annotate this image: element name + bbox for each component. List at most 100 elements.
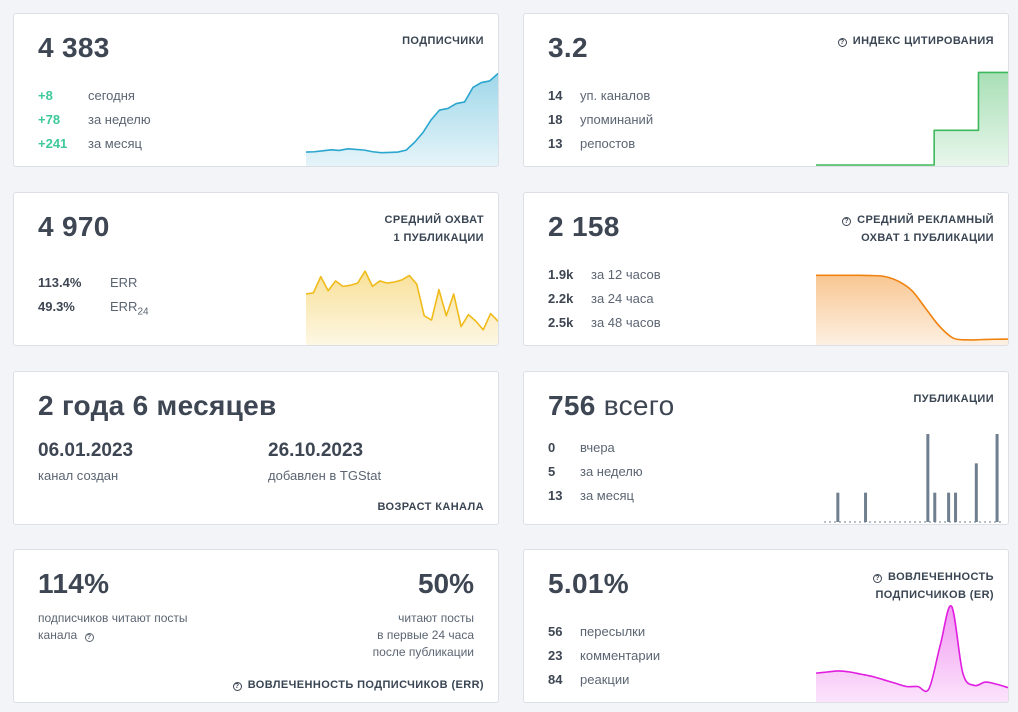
stat-row: +241 за месяц xyxy=(38,132,151,156)
stat-row: +8 сегодня xyxy=(38,84,151,108)
engagement-value: 5.01% xyxy=(548,568,629,599)
stat-value: 113.4% xyxy=(38,275,82,290)
posts-card[interactable]: 756 всего ПУБЛИКАЦИИ 0 вчера 5 за неделю 1… xyxy=(523,371,1009,525)
stat-value: 56 xyxy=(548,624,563,639)
err-left-line2: канала ? xyxy=(38,627,188,644)
age-card[interactable]: 2 года 6 месяцев 06.01.2023 канал создан… xyxy=(13,371,499,525)
stat-value: 14 xyxy=(548,88,563,103)
posts-label: ПУБЛИКАЦИИ xyxy=(913,393,994,405)
reach-series-line xyxy=(306,270,498,331)
citation-series-line xyxy=(816,71,1008,166)
stat-value: +78 xyxy=(38,112,61,127)
err-left-line1: подписчиков читают посты xyxy=(38,611,188,625)
stat-text: за месяц xyxy=(88,136,142,151)
reach-value: 4 970 xyxy=(38,211,110,242)
stat-text: репостов xyxy=(580,136,636,151)
err-right-line3: после публикации xyxy=(372,645,474,659)
stat-value: 1.9k xyxy=(548,267,574,282)
posts-bar xyxy=(995,434,999,522)
stat-text: реакции xyxy=(580,672,630,687)
stat-text: вчера xyxy=(580,440,615,455)
posts-stats: 0 вчера 5 за неделю 13 за месяц xyxy=(548,436,643,508)
created-date: 06.01.2023 xyxy=(38,440,134,461)
reach-chart xyxy=(306,270,498,345)
ad-reach-value: 2 158 xyxy=(548,211,620,242)
reach-area xyxy=(306,271,498,345)
engagement-label-line1: ? ВОВЛЕЧЕННОСТЬ xyxy=(873,568,994,586)
citation-card[interactable]: 3.2 ? ИНДЕКС ЦИТИРОВАНИЯ 14 уп. каналов 18… xyxy=(523,13,1009,167)
err-left-line2-text: канала xyxy=(38,628,78,642)
err24-sub: 24 xyxy=(137,306,149,318)
citation-stats: 14 уп. каналов 18 упоминаний 13 репостов xyxy=(548,84,653,156)
stat-value: 13 xyxy=(548,136,563,151)
question-icon[interactable]: ? xyxy=(232,682,242,691)
posts-value: 756 всего xyxy=(548,390,675,422)
stat-row: 1.9k за 12 часов xyxy=(548,263,661,287)
stat-text: комментарии xyxy=(580,648,661,663)
engagement-label-line2: ПОДПИСЧИКОВ (ER) xyxy=(875,589,994,601)
ad-reach-label-text1: СРЕДНИЙ РЕКЛАМНЫЙ xyxy=(857,214,994,226)
err-label-text: ВОВЛЕЧЕННОСТЬ ПОДПИСЧИКОВ (ERR) xyxy=(247,679,484,691)
citation-area xyxy=(816,72,1008,166)
stat-text: за 12 часов xyxy=(591,267,661,282)
subscribers-card[interactable]: 4 383 ПОДПИСЧИКИ +8 сегодня +78 за неделю … xyxy=(13,13,499,167)
stat-value: 13 xyxy=(548,488,563,503)
err24-text: ERR xyxy=(110,299,138,314)
stat-row: 113.4% ERR xyxy=(38,271,149,295)
err-right-line2: в первые 24 часа xyxy=(377,628,474,642)
stat-row: 0 вчера xyxy=(548,436,643,460)
posts-bar xyxy=(954,492,958,522)
stat-value: 23 xyxy=(548,648,563,663)
stat-value: 49.3% xyxy=(38,299,75,314)
stat-row: 5 за неделю xyxy=(548,460,643,484)
posts-bar xyxy=(864,492,868,522)
added-label: добавлен в TGStat xyxy=(268,468,382,483)
stat-row: 14 уп. каналов xyxy=(548,84,653,108)
stat-row: 13 репостов xyxy=(548,132,653,156)
ad_reach-series-line xyxy=(816,274,1008,341)
stat-value: 84 xyxy=(548,672,563,687)
ad-reach-card[interactable]: 2 158 ? СРЕДНИЙ РЕКЛАМНЫЙ ОХВАТ 1 ПУБЛИКАЦ… xyxy=(523,192,1009,346)
posts-bar xyxy=(836,492,840,522)
subscribers-series-line xyxy=(306,72,498,154)
stat-value: 18 xyxy=(548,112,563,127)
err-right-line1: читают посты xyxy=(398,611,474,625)
stat-row: 2.5k за 48 часов xyxy=(548,311,661,335)
ad-reach-label-line2: ОХВАТ 1 ПУБЛИКАЦИИ xyxy=(861,232,994,244)
question-icon[interactable]: ? xyxy=(842,217,852,226)
err-right-text: читают посты в первые 24 часа после публ… xyxy=(373,610,474,661)
stat-text: за неделю xyxy=(580,464,643,479)
citation-label: ? ИНДЕКС ЦИТИРОВАНИЯ xyxy=(837,32,994,50)
stat-row: 84 реакции xyxy=(548,668,660,692)
posts-bar xyxy=(933,492,937,522)
question-icon[interactable]: ? xyxy=(837,38,847,47)
stat-text: ERR xyxy=(110,275,138,290)
reach-card[interactable]: 4 970 СРЕДНИЙ ОХВАТ 1 ПУБЛИКАЦИИ 113.4% ER… xyxy=(13,192,499,346)
stat-value: 0 xyxy=(548,440,556,455)
subscribers-label: ПОДПИСЧИКИ xyxy=(402,35,484,47)
stat-row: +78 за неделю xyxy=(38,108,151,132)
posts-bar xyxy=(974,463,978,522)
citation-label-text: ИНДЕКС ЦИТИРОВАНИЯ xyxy=(852,35,994,47)
engagement-area xyxy=(816,605,1008,702)
stat-row: 49.3% ERR24 xyxy=(38,295,149,319)
engagement-label-text1: ВОВЛЕЧЕННОСТЬ xyxy=(888,571,994,583)
posts-unit: всего xyxy=(603,390,675,421)
stat-row: 18 упоминаний xyxy=(548,108,653,132)
subscribers-value: 4 383 xyxy=(38,32,110,63)
stat-value: 2.5k xyxy=(548,315,574,330)
question-icon[interactable]: ? xyxy=(84,633,94,642)
added-block: 26.10.2023 добавлен в TGStat xyxy=(268,440,381,483)
question-icon[interactable]: ? xyxy=(873,574,883,583)
ad-reach-label-line1: ? СРЕДНИЙ РЕКЛАМНЫЙ xyxy=(842,211,994,229)
err-card[interactable]: 114% подписчиков читают посты канала ? 5… xyxy=(13,549,499,703)
engagement-card[interactable]: 5.01% ? ВОВЛЕЧЕННОСТЬ ПОДПИСЧИКОВ (ER) 56 п… xyxy=(523,549,1009,703)
stat-row: 56 пересылки xyxy=(548,620,660,644)
ad-reach-stats: 1.9k за 12 часов 2.2k за 24 часа 2.5k за 48… xyxy=(548,263,661,335)
stat-text: за неделю xyxy=(88,112,151,127)
age-value: 2 года 6 месяцев xyxy=(38,390,277,421)
engagement-series-line xyxy=(816,605,1008,693)
posts-bar xyxy=(947,492,951,522)
stat-value: 2.2k xyxy=(548,291,574,306)
ad-reach-label: ? СРЕДНИЙ РЕКЛАМНЫЙ ОХВАТ 1 ПУБЛИКАЦИИ xyxy=(842,211,994,247)
